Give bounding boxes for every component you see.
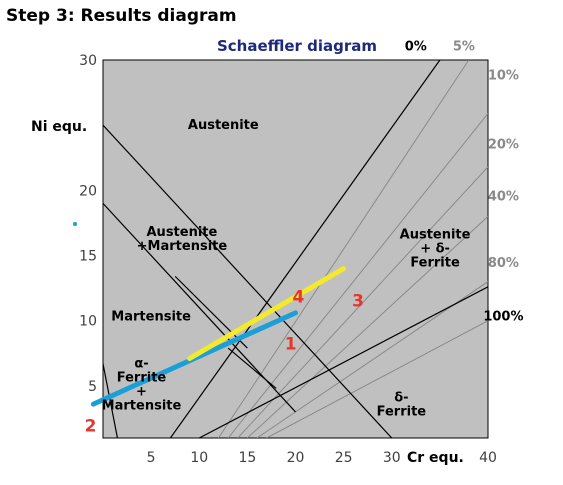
region-label-line: α- [134,357,148,372]
x-tick-label: 25 [335,450,353,466]
boundary-line [169,60,441,438]
region-label: Austenite + δ-Ferrite [400,228,471,271]
ferrite-line [247,216,488,438]
x-tick-label: 40 [479,450,497,466]
region-label-line: + δ- [420,242,450,257]
point-label: 1 [285,334,297,354]
y-tick-label: 10 [79,314,97,330]
point-label: 4 [292,287,304,307]
region-label-line: Austenite [400,228,471,243]
region-label-line: Ferrite [117,371,167,386]
region-label-line: Austenite [188,118,259,133]
region-label: Austenite [188,118,259,133]
x-tick-label: 20 [287,450,305,466]
region-label-line: Martensite [102,399,182,414]
region-label: Austenite +Martensite [137,225,228,254]
boundary-line [174,275,248,349]
ferrite-percent-label: 100% [483,309,523,324]
x-tick-label: 10 [190,450,208,466]
ferrite-percent-labels: 0% 5% 10% 20% 40% 80% 100% [405,40,524,325]
ferrite-percent-label: 0% [405,40,427,55]
region-label: δ-Ferrite [377,391,427,420]
point-label: 2 [85,416,97,436]
region-label: Martensite [111,310,191,325]
x-tick-label: 5 [147,450,156,466]
x-tick-label: 30 [383,450,401,466]
stray-marker [73,222,77,226]
region-label-line: Austenite [147,225,218,240]
y-tick-label: 20 [79,183,97,199]
chart-title: Schaeffler diagram [217,37,377,55]
boundary-line [103,363,119,438]
ferrite-percent-label: 5% [453,40,475,55]
x-axis-label: Cr equ. [407,450,464,466]
x-axis-ticks: 5 10 15 20 25 30 40 [147,450,497,466]
y-tick-label: 15 [79,249,97,265]
y-tick-label: 30 [79,53,97,69]
x-tick-label: 15 [238,450,256,466]
ferrite-percent-label: 80% [488,256,519,271]
region-label: α-Ferrite + Martensite [102,357,182,414]
boundary-lines [103,60,488,438]
yellow-series-line [187,266,347,361]
region-label-line: +Martensite [137,239,228,254]
y-tick-label: 5 [88,379,97,395]
point-label: 3 [352,291,364,311]
boundary-line [227,347,277,389]
ferrite-percent-label: 20% [488,137,519,152]
data-series [90,266,347,407]
boundary-line [198,286,488,438]
region-label-line: + [136,385,147,400]
point-labels: 1 2 3 4 [85,287,364,436]
boundary-line [103,124,393,438]
region-label-line: Ferrite [410,256,460,271]
region-label-line: δ- [394,391,408,406]
region-label-line: Martensite [111,310,191,325]
ferrite-line [237,166,488,438]
ferrite-line [266,320,488,438]
region-label-line: Ferrite [377,405,427,420]
y-axis-ticks: 5 10 15 20 30 [79,53,97,395]
y-axis-label: Ni equ. [31,119,87,135]
ferrite-percent-label: 40% [488,190,519,205]
step-title: Step 3: Results diagram [6,6,237,26]
ferrite-percent-label: 10% [488,68,519,83]
